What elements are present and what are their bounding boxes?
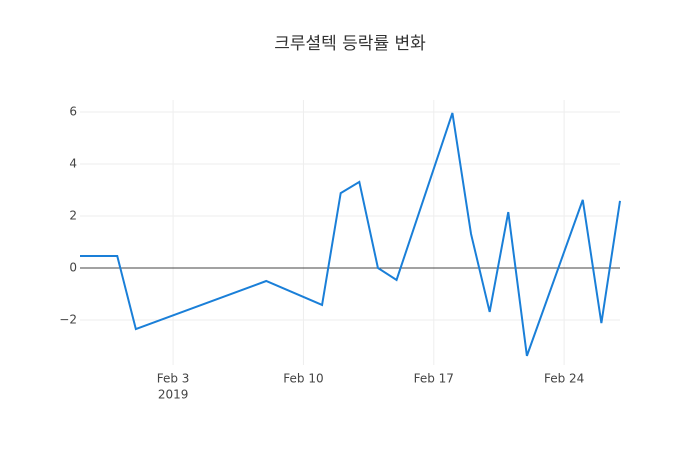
x-tick-label: Feb 10: [283, 372, 323, 386]
chart-title: 크루셜텍 등락률 변화: [274, 34, 426, 54]
y-tick-label: −2: [59, 313, 77, 327]
x-year-label: 2019: [158, 388, 189, 402]
y-tick-label: 2: [69, 208, 77, 222]
x-tick-label: Feb 3: [157, 372, 190, 386]
line-series: [80, 112, 621, 357]
x-tick-label: Feb 24: [544, 372, 584, 386]
y-tick-label: 0: [69, 260, 77, 274]
y-tick-label: 4: [69, 156, 77, 170]
y-tick-label: 6: [69, 104, 77, 118]
x-tick-label: Feb 17: [414, 372, 454, 386]
